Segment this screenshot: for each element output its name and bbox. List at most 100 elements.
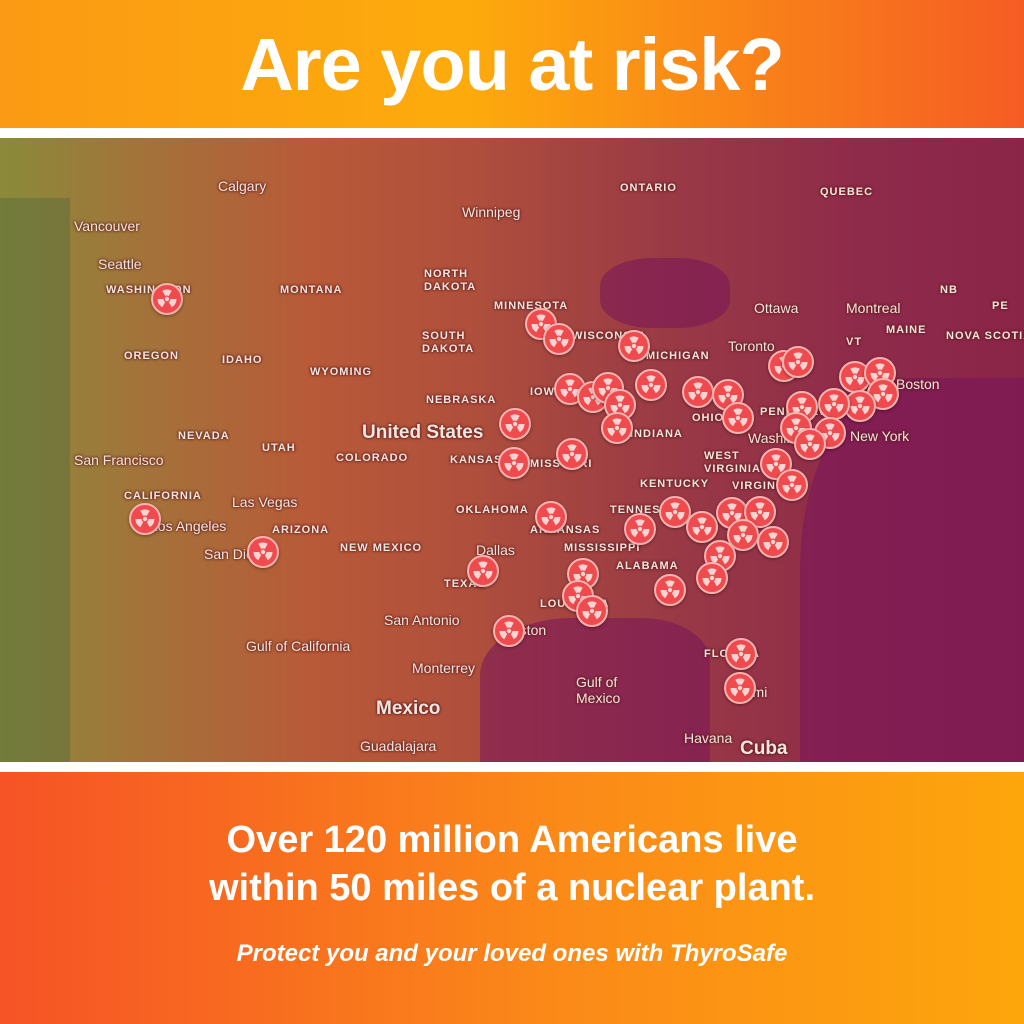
nuclear-plant-marker <box>635 369 667 401</box>
map-label-guadalajara: Guadalajara <box>360 738 437 754</box>
map-label-maine: MAINE <box>886 324 927 336</box>
map-label-toronto: Toronto <box>728 338 775 354</box>
nuclear-plant-marker <box>247 536 279 568</box>
radiation-icon <box>598 378 618 397</box>
radiation-icon <box>541 507 561 526</box>
map-label-montana: MONTANA <box>280 284 343 296</box>
map-label-utah: UTAH <box>262 442 296 454</box>
radiation-icon <box>573 564 593 583</box>
map-label-oregon: OREGON <box>124 350 179 362</box>
nuclear-plant-marker <box>493 615 525 647</box>
map-label-ohio: OHIO <box>692 412 725 424</box>
map-label-san-antonio: San Antonio <box>384 612 460 628</box>
nuclear-plant-marker <box>782 346 814 378</box>
map-label-nebraska: NEBRASKA <box>426 394 497 406</box>
map-label-idaho: IDAHO <box>222 354 263 366</box>
map-label-quebec: QUEBEC <box>820 186 874 198</box>
radiation-icon <box>728 408 748 427</box>
radiation-icon <box>800 434 820 453</box>
radiation-icon <box>850 396 870 415</box>
tagline: Protect you and your loved ones with Thy… <box>236 940 788 967</box>
map-label-san-francisco: San Francisco <box>74 452 164 468</box>
map-label-mexico: Mexico <box>376 698 441 719</box>
map-label-montreal: Montreal <box>846 300 901 316</box>
map-label-havana: Havana <box>684 730 733 746</box>
footer-banner: Over 120 million Americans live within 5… <box>0 772 1024 1024</box>
map-label-seattle: Seattle <box>98 256 142 272</box>
great-lakes <box>600 258 730 328</box>
nuclear-plant-marker <box>576 595 608 627</box>
radiation-icon <box>688 382 708 401</box>
map-label-nb: NB <box>940 284 958 296</box>
radiation-icon <box>873 384 893 403</box>
map-label-boston: Boston <box>896 376 940 392</box>
map-label-kansas: KANSAS <box>450 454 503 466</box>
radiation-icon <box>157 289 177 308</box>
map-label-california: CALIFORNIA <box>124 490 202 502</box>
map-label-nova-scotia: NOVA SCOTIA <box>946 330 1024 342</box>
nuclear-plant-marker <box>624 513 656 545</box>
map-label-west-virginia: WEST VIRGINIA <box>704 450 761 475</box>
headline: Over 120 million Americans live within 5… <box>0 816 1024 912</box>
radiation-icon <box>782 475 802 494</box>
radiation-icon <box>718 385 738 404</box>
nuclear-plant-marker <box>722 402 754 434</box>
nuclear-plant-marker <box>776 469 808 501</box>
nuclear-plant-marker <box>682 376 714 408</box>
radiation-icon <box>624 336 644 355</box>
nuclear-plant-marker <box>467 555 499 587</box>
page-title: Are you at risk? <box>240 22 784 106</box>
radiation-icon <box>607 418 627 437</box>
radiation-icon <box>562 444 582 463</box>
radiation-icon <box>722 503 742 522</box>
map-label-kentucky: KENTUCKY <box>640 478 710 490</box>
radiation-icon <box>660 580 680 599</box>
radiation-icon <box>504 453 524 472</box>
map-label-arizona: ARIZONA <box>272 524 330 536</box>
map-label-virginia: VIRGINIA <box>732 480 789 492</box>
radiation-icon <box>731 644 751 663</box>
nuclear-plant-marker <box>724 672 756 704</box>
nuclear-plant-marker <box>129 503 161 535</box>
nuclear-plant-marker <box>535 501 567 533</box>
map-label-south-dakota: SOUTH DAKOTA <box>422 330 475 355</box>
radiation-icon <box>820 423 840 442</box>
map-label-colorado: COLORADO <box>336 452 409 464</box>
map-label-new-mexico: NEW MEXICO <box>340 542 423 554</box>
headline-line-2: within 50 miles of a nuclear plant. <box>208 867 816 909</box>
map-label-ottawa: Ottawa <box>754 300 799 316</box>
map-label-vt: VT <box>846 336 863 348</box>
map-label-vancouver: Vancouver <box>74 218 140 234</box>
headline-line-1: Over 120 million Americans live <box>226 819 798 861</box>
radiation-icon <box>710 546 730 565</box>
nuclear-plant-marker <box>601 412 633 444</box>
map-label-alabama: ALABAMA <box>616 560 679 572</box>
radiation-icon <box>499 621 519 640</box>
map-label-los-angeles: Los Angeles <box>150 518 227 534</box>
radiation-icon <box>730 678 750 697</box>
map-label-pe: PE <box>992 300 1009 312</box>
nuclear-plant-marker <box>618 330 650 362</box>
map-label-monterrey: Monterrey <box>412 660 476 676</box>
radiation-icon <box>845 367 865 386</box>
header-banner: Are you at risk? <box>0 0 1024 128</box>
map-label-nevada: NEVADA <box>178 430 230 442</box>
map-label-cuba: Cuba <box>740 738 788 759</box>
radiation-icon <box>630 519 650 538</box>
radiation-icon <box>824 394 844 413</box>
radiation-icon <box>610 395 630 414</box>
map-label-calgary: Calgary <box>218 178 267 194</box>
nuclear-plant-marker <box>499 408 531 440</box>
nuclear-plant-marker <box>151 283 183 315</box>
map-label-wyoming: WYOMING <box>310 366 372 378</box>
map-label-winnipeg: Winnipeg <box>462 204 521 220</box>
radiation-icon <box>582 601 602 620</box>
map-label-north-dakota: NORTH DAKOTA <box>424 268 477 293</box>
map-label-mississippi: MISSISSIPPI <box>564 542 641 554</box>
map-label-oklahoma: OKLAHOMA <box>456 504 529 516</box>
radiation-icon <box>505 414 525 433</box>
radiation-icon <box>641 375 661 394</box>
radiation-icon <box>253 542 273 561</box>
map-label-las-vegas: Las Vegas <box>232 494 298 510</box>
radiation-icon <box>733 525 753 544</box>
